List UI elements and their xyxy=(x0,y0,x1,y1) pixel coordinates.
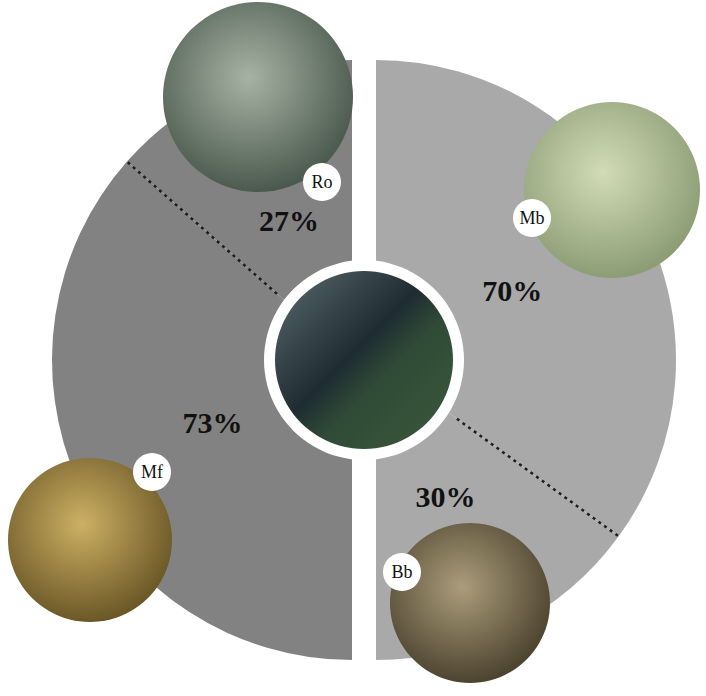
svg-text:73%: 73% xyxy=(183,406,243,439)
svg-text:70%: 70% xyxy=(482,274,542,307)
svg-text:Ro: Ro xyxy=(311,172,332,192)
svg-text:27%: 27% xyxy=(259,204,319,237)
svg-text:Bb: Bb xyxy=(391,562,412,582)
svg-text:Mb: Mb xyxy=(519,208,544,228)
svg-text:Mf: Mf xyxy=(141,462,163,482)
svg-text:30%: 30% xyxy=(415,480,475,513)
